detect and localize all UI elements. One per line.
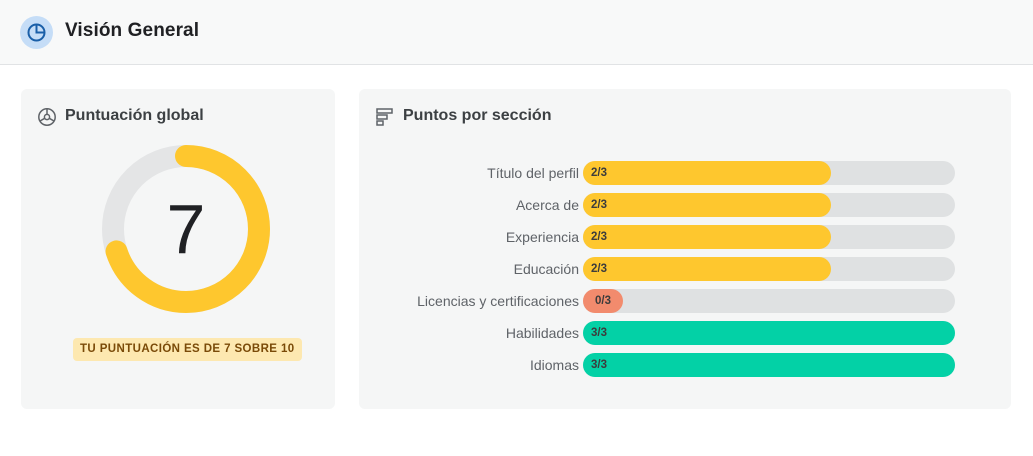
page-header: Visión General bbox=[0, 0, 1033, 65]
section-score-track: 3/3 bbox=[583, 353, 955, 377]
section-score-value: 2/3 bbox=[591, 263, 607, 275]
section-score-track: 2/3 bbox=[583, 225, 955, 249]
speedometer-icon bbox=[38, 108, 56, 126]
section-score-fill: 2/3 bbox=[583, 193, 831, 217]
section-scores-card: Puntos por sección Título del perfil 2/3 A… bbox=[359, 89, 1011, 409]
section-label: Idiomas bbox=[529, 357, 579, 373]
section-row: Experiencia 2/3 bbox=[359, 225, 1011, 249]
section-score-track: 0/3 bbox=[583, 289, 955, 313]
section-score-value: 2/3 bbox=[591, 231, 607, 243]
section-label: Título del perfil bbox=[487, 165, 579, 181]
section-score-fill: 0/3 bbox=[583, 289, 623, 313]
section-score-track: 3/3 bbox=[583, 321, 955, 345]
section-row: Título del perfil 2/3 bbox=[359, 161, 1011, 185]
section-score-fill: 2/3 bbox=[583, 257, 831, 281]
section-score-fill: 2/3 bbox=[583, 161, 831, 185]
section-score-fill: 3/3 bbox=[583, 321, 955, 345]
section-score-value: 3/3 bbox=[591, 359, 607, 371]
section-label: Habilidades bbox=[505, 325, 579, 341]
global-score-title: Puntuación global bbox=[65, 107, 204, 124]
section-score-track: 2/3 bbox=[583, 161, 955, 185]
score-donut bbox=[102, 145, 270, 313]
section-row: Habilidades 3/3 bbox=[359, 321, 1011, 345]
section-label: Acerca de bbox=[515, 197, 579, 213]
section-row: Acerca de 2/3 bbox=[359, 193, 1011, 217]
page-title: Visión General bbox=[65, 20, 200, 41]
score-value: 7 bbox=[166, 190, 206, 268]
bar-list-icon bbox=[376, 108, 393, 126]
section-score-value: 2/3 bbox=[591, 167, 607, 179]
global-score-card: Puntuación global 7 TU PUNTUACIÓN ES DE … bbox=[21, 89, 335, 409]
section-score-value: 2/3 bbox=[591, 199, 607, 211]
section-score-fill: 2/3 bbox=[583, 225, 831, 249]
section-row: Educación 2/3 bbox=[359, 257, 1011, 281]
section-row: Idiomas 3/3 bbox=[359, 353, 1011, 377]
section-score-fill: 3/3 bbox=[583, 353, 955, 377]
donut-progress-arc bbox=[102, 145, 270, 313]
section-label: Educación bbox=[513, 261, 579, 277]
section-score-value: 3/3 bbox=[591, 327, 607, 339]
section-label: Experiencia bbox=[505, 229, 579, 245]
section-label: Licencias y certificaciones bbox=[417, 293, 579, 309]
section-row: Licencias y certificaciones 0/3 bbox=[359, 289, 1011, 313]
section-score-track: 2/3 bbox=[583, 257, 955, 281]
pie-chart-icon bbox=[20, 16, 53, 49]
score-badge: TU PUNTUACIÓN ES DE 7 SOBRE 10 bbox=[73, 338, 302, 361]
section-score-track: 2/3 bbox=[583, 193, 955, 217]
section-score-value: 0/3 bbox=[595, 295, 611, 307]
section-scores-title: Puntos por sección bbox=[403, 107, 552, 124]
